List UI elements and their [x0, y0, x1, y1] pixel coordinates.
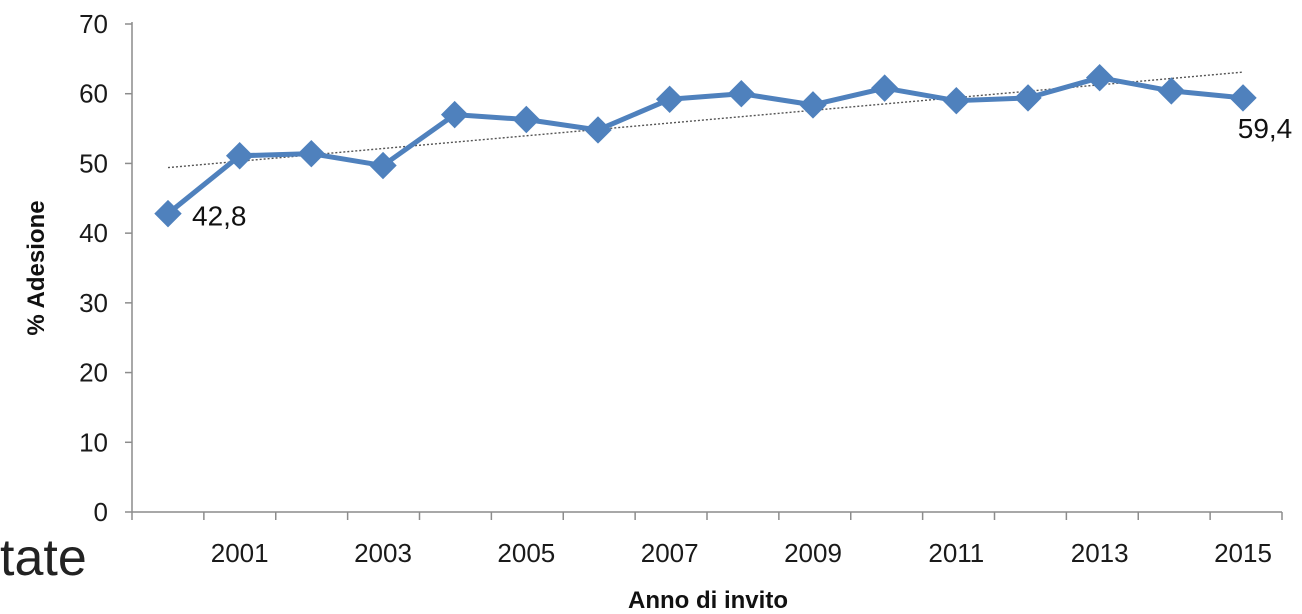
x-tick-label: 2001 [211, 538, 269, 568]
x-tick-label: 2011 [928, 538, 984, 568]
series-group [154, 63, 1257, 228]
y-tick-label: 50 [79, 148, 108, 178]
data-point-marker [870, 74, 899, 102]
data-point-marker [584, 116, 612, 144]
data-point-marker [154, 199, 182, 228]
data-label: 42,8 [192, 201, 247, 232]
data-point-marker [440, 100, 469, 129]
x-axis-ticks: 2001 2003 2005 2007 2009 2011 2013 2015 [131, 512, 1283, 568]
trendline [167, 71, 1244, 169]
x-tick-label: 2007 [641, 538, 699, 568]
y-axis-title: % Adesione [23, 200, 50, 335]
data-point-marker [225, 142, 254, 170]
x-axis-title: Anno di invito [628, 587, 788, 614]
data-point-marker [1085, 63, 1114, 92]
data-point-marker [727, 80, 756, 108]
data-point-marker [369, 151, 397, 180]
x-tick-label: 2013 [1071, 538, 1129, 568]
x-tick-label: 2005 [497, 538, 555, 568]
x-tick-label: 2015 [1214, 538, 1272, 568]
y-axis-ticks: 0 10 20 30 40 50 60 70 [79, 9, 132, 527]
cutoff-text: tate [0, 529, 87, 587]
data-point-marker [297, 139, 326, 168]
y-tick-label: 10 [79, 427, 108, 457]
data-point-marker [512, 105, 541, 134]
data-label: 59,4 [1238, 113, 1293, 144]
y-tick-label: 20 [79, 358, 108, 388]
data-point-marker [655, 85, 684, 113]
y-tick-label: 0 [94, 497, 108, 527]
data-point-marker [942, 86, 971, 115]
y-tick-label: 30 [79, 288, 108, 318]
data-point-marker [1014, 84, 1042, 112]
x-tick-label: 2003 [354, 538, 412, 568]
y-tick-label: 70 [79, 9, 108, 39]
trendline-group [167, 71, 1244, 169]
y-tick-label: 40 [79, 218, 108, 248]
series-line [166, 75, 1244, 216]
y-tick-label: 60 [79, 79, 108, 109]
data-point-marker [799, 91, 827, 119]
data-point-marker [1157, 77, 1186, 105]
data-point-marker [1229, 84, 1257, 112]
x-tick-label: 2009 [784, 538, 842, 568]
annotations-group: 42,8 59,4 [192, 113, 1292, 232]
